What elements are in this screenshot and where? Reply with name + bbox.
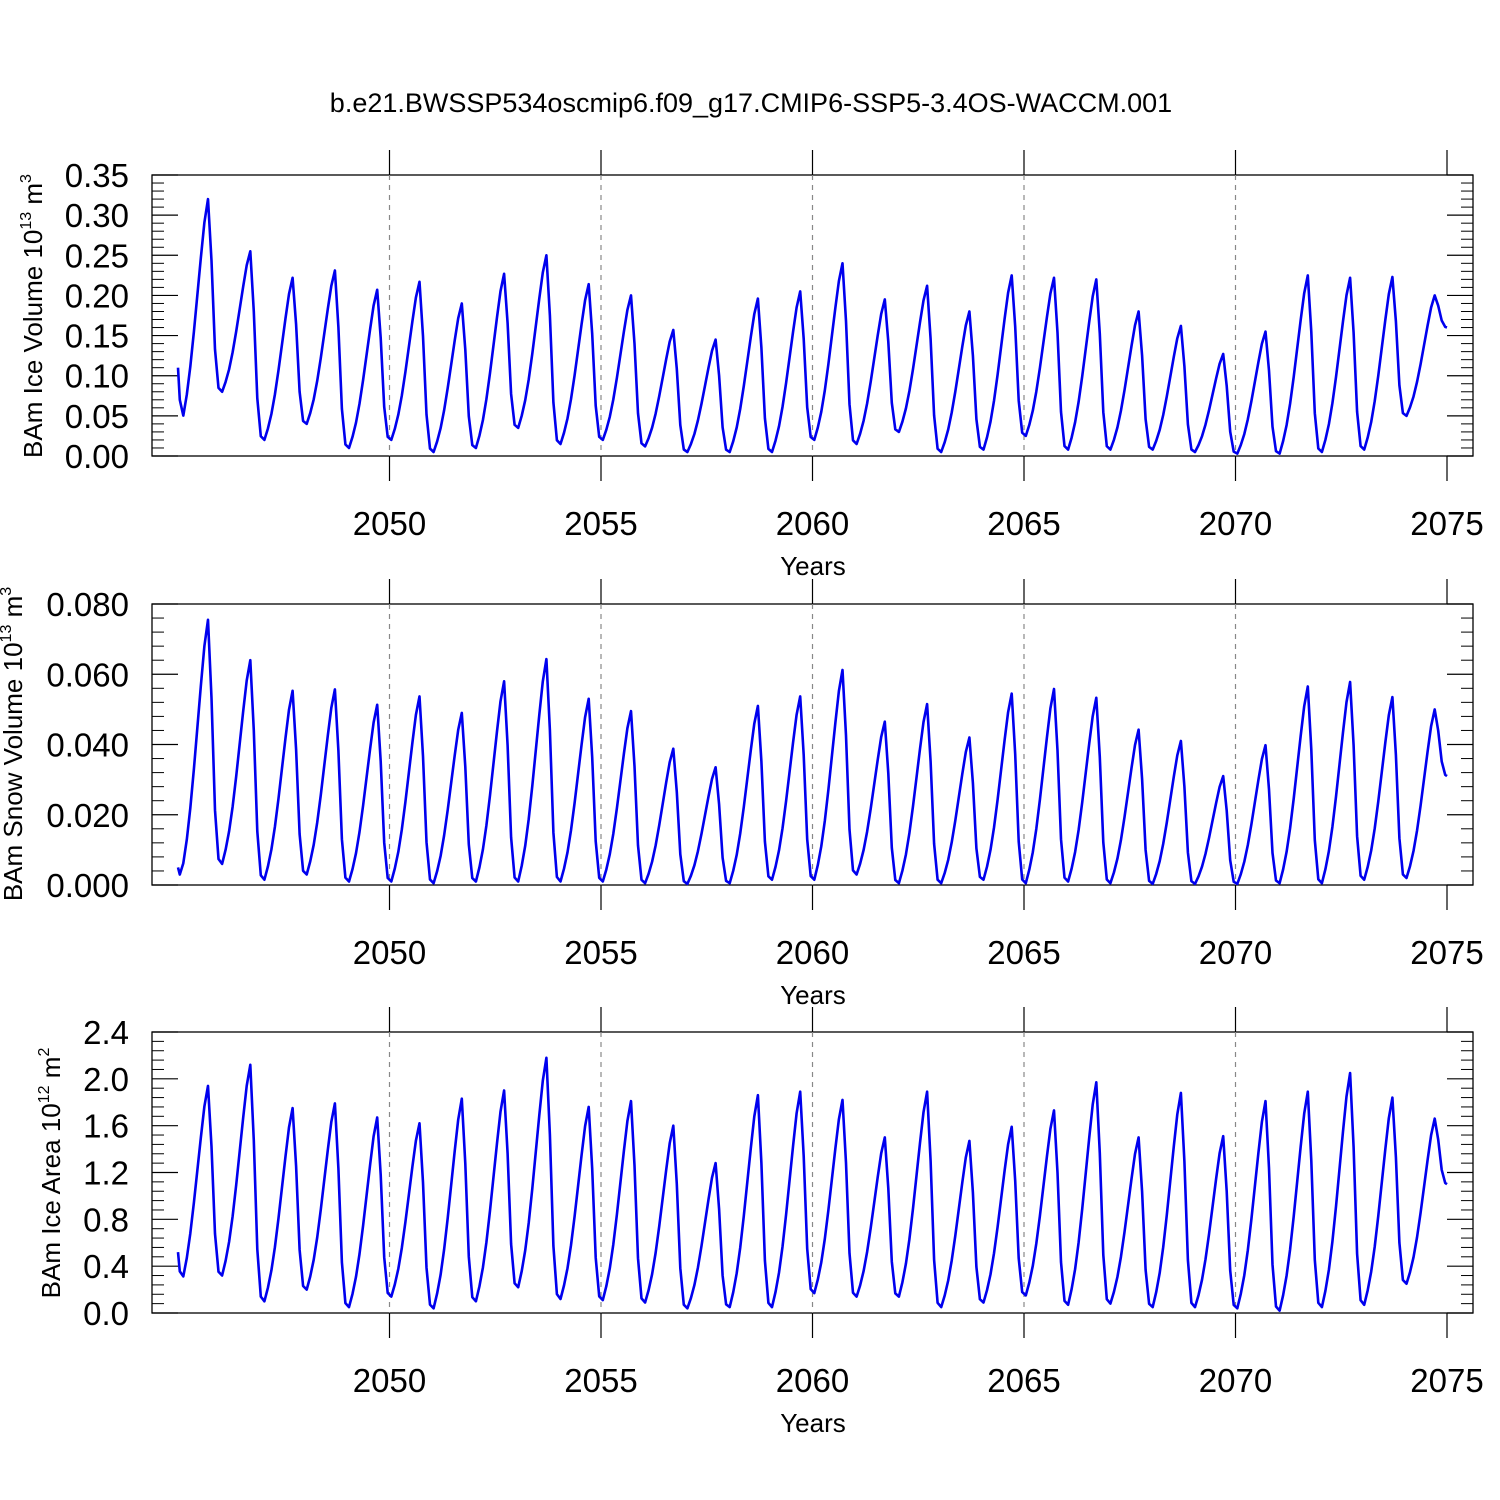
grid-lines bbox=[388, 1032, 1237, 1313]
panel-ice-volume: Years BAm Ice Volume 1013 m3 2050 2055 206… bbox=[18, 150, 1484, 581]
axis-ticks: 2050 2055 2060 2065 2070 2075 0.000 0.020 0.040 0… bbox=[46, 579, 1484, 971]
grid-lines bbox=[388, 604, 1237, 885]
x-axis-label: Years bbox=[780, 980, 846, 1010]
ice-area-series bbox=[176, 1056, 1448, 1312]
y-tick-label: 0.05 bbox=[65, 398, 129, 435]
x-tick-label: 2050 bbox=[353, 1362, 426, 1399]
y-tick-label: 0.00 bbox=[65, 438, 129, 475]
y-tick-label: 2.0 bbox=[83, 1061, 129, 1098]
y-axis-label-unit-exponent: 3 bbox=[18, 174, 35, 183]
x-axis-label: Years bbox=[780, 1408, 846, 1438]
x-tick-label: 2055 bbox=[564, 1362, 637, 1399]
x-tick-label: 2055 bbox=[564, 934, 637, 971]
y-tick-label: 0.040 bbox=[46, 727, 129, 764]
x-axis-label: Years bbox=[780, 551, 846, 581]
y-tick-label: 0.020 bbox=[46, 797, 129, 834]
x-tick-label: 2060 bbox=[776, 1362, 849, 1399]
ice-volume-series bbox=[176, 197, 1448, 455]
axis-ticks: 2050 2055 2060 2065 2070 2075 0.0 0.4 0.8 1.2 1.6 2… bbox=[83, 1007, 1484, 1399]
y-axis-label-unit: m bbox=[18, 183, 48, 205]
y-tick-label: 0.000 bbox=[46, 867, 129, 904]
x-tick-label: 2055 bbox=[564, 505, 637, 542]
y-tick-label: 0.0 bbox=[83, 1295, 129, 1332]
y-axis-label: BAm Ice Area 1012 m2 bbox=[36, 1048, 66, 1299]
y-axis-label-unit-exponent: 3 bbox=[0, 587, 15, 596]
x-tick-label: 2065 bbox=[987, 934, 1060, 971]
y-axis-label-unit: m bbox=[36, 1057, 66, 1079]
y-tick-label: 0.080 bbox=[46, 586, 129, 623]
x-tick-label: 2075 bbox=[1410, 934, 1483, 971]
y-tick-label: 0.20 bbox=[65, 277, 129, 314]
x-tick-label: 2050 bbox=[353, 505, 426, 542]
panel-snow-volume: Years BAm Snow Volume 1013 m3 2050205520… bbox=[0, 579, 1484, 1010]
grid-lines bbox=[388, 175, 1237, 456]
y-axis-label: BAm Ice Volume 1013 m3 bbox=[18, 174, 48, 458]
y-tick-label: 0.060 bbox=[46, 656, 129, 693]
y-axis-label: BAm Snow Volume 1013 m3 bbox=[0, 587, 28, 901]
y-tick-label: 0.25 bbox=[65, 237, 129, 274]
x-tick-label: 2070 bbox=[1199, 934, 1272, 971]
y-axis-label-text: BAm Ice Area 10 bbox=[36, 1103, 66, 1298]
panel-ice-area: Years BAm Ice Area 1012 m2 2050 2055 2060 2… bbox=[36, 1007, 1484, 1438]
snow-volume-series bbox=[176, 618, 1448, 886]
y-axis-label-exponent: 13 bbox=[0, 625, 15, 643]
chart-title: b.e21.BWSSP534oscmip6.f09_g17.CMIP6-SSP5… bbox=[330, 88, 1172, 118]
x-tick-label: 2075 bbox=[1410, 505, 1483, 542]
x-tick-label: 2070 bbox=[1199, 1362, 1272, 1399]
x-tick-label: 2050 bbox=[353, 934, 426, 971]
y-axis-label-exponent: 13 bbox=[18, 212, 35, 230]
y-axis-label-exponent: 12 bbox=[36, 1085, 53, 1103]
y-tick-label: 0.35 bbox=[65, 157, 129, 194]
y-tick-label: 0.10 bbox=[65, 358, 129, 395]
y-tick-label: 1.2 bbox=[83, 1155, 129, 1192]
y-tick-label: 2.4 bbox=[83, 1014, 129, 1051]
y-tick-label: 0.4 bbox=[83, 1248, 129, 1285]
y-tick-label: 0.30 bbox=[65, 197, 129, 234]
x-tick-label: 2075 bbox=[1410, 1362, 1483, 1399]
y-tick-label: 0.15 bbox=[65, 318, 129, 355]
x-tick-label: 2065 bbox=[987, 1362, 1060, 1399]
y-axis-label-text: BAm Snow Volume 10 bbox=[0, 642, 28, 901]
x-tick-label: 2070 bbox=[1199, 505, 1272, 542]
x-tick-label: 2065 bbox=[987, 505, 1060, 542]
y-axis-label-unit-exponent: 2 bbox=[36, 1048, 53, 1057]
x-tick-label: 2060 bbox=[776, 505, 849, 542]
y-tick-label: 1.6 bbox=[83, 1108, 129, 1145]
x-tick-label: 2060 bbox=[776, 934, 849, 971]
y-tick-label: 0.8 bbox=[83, 1201, 129, 1238]
y-axis-label-text: BAm Ice Volume 10 bbox=[18, 230, 48, 458]
axis-ticks: 2050 2055 2060 2065 2070 2075 0.000.050.100.15… bbox=[65, 150, 1484, 542]
y-axis-label-unit: m bbox=[0, 596, 28, 618]
